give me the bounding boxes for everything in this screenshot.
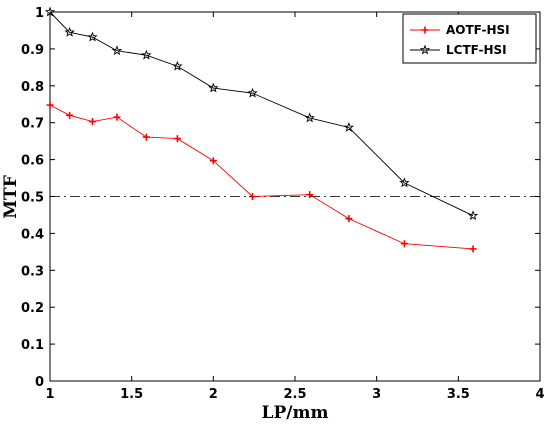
legend-entry: LCTF-HSI: [410, 43, 507, 57]
series-group: [44, 6, 479, 253]
x-tick-label: 1: [45, 387, 54, 402]
data-point: [419, 44, 431, 55]
y-tick-label: 0: [35, 375, 44, 390]
y-tick-label: 0.4: [21, 227, 44, 242]
legend: AOTF-HSI LCTF-HSI: [402, 13, 537, 64]
x-tick-label: 3: [372, 387, 381, 402]
y-tick-label: 0.8: [21, 80, 44, 95]
data-point: [399, 177, 410, 188]
data-point: [343, 122, 355, 132]
x-tick-label: 1.5: [120, 387, 143, 402]
data-point: [88, 118, 96, 126]
x-tick-label: 4: [535, 387, 544, 402]
data-point: [46, 101, 54, 109]
data-point: [111, 45, 123, 56]
data-point: [306, 191, 314, 199]
series-lctf-hsi: [44, 6, 479, 221]
data-point: [469, 245, 477, 253]
data-point: [172, 60, 183, 71]
data-point: [467, 210, 479, 221]
data-point: [142, 133, 150, 141]
data-point: [87, 31, 98, 42]
series-aotf-hsi: [46, 101, 477, 253]
y-tick-label: 0.2: [21, 301, 44, 316]
data-point: [66, 111, 74, 119]
y-tick-label: 0.7: [21, 117, 44, 132]
data-point: [304, 112, 315, 123]
data-point: [345, 215, 353, 223]
x-tick-label: 2: [209, 387, 218, 402]
y-tick-label: 1: [35, 6, 44, 21]
x-tick-label: 3.5: [447, 387, 470, 402]
data-point: [208, 82, 219, 93]
y-axis-title: MTF: [1, 175, 21, 219]
data-point: [113, 113, 121, 121]
data-point: [64, 26, 75, 37]
y-axis-ticks: 0 0.1 0.2 0.3 0.4 0.5 0.6 0.7 0.8 0.9 1: [21, 6, 540, 390]
y-tick-label: 0.3: [21, 264, 44, 279]
legend-box: [402, 13, 537, 64]
y-tick-label: 0.1: [21, 338, 44, 353]
x-axis-ticks: 1 1.5 2 2.5 3 3.5 4: [45, 12, 545, 402]
legend-entry: AOTF-HSI: [410, 23, 510, 37]
legend-label: LCTF-HSI: [446, 43, 507, 57]
legend-label: AOTF-HSI: [446, 23, 510, 37]
data-point: [400, 240, 408, 248]
y-tick-label: 0.9: [21, 43, 44, 58]
x-axis-title: LP/mm: [262, 403, 329, 423]
data-point: [247, 87, 258, 98]
data-point: [209, 157, 217, 165]
data-point: [173, 135, 181, 143]
data-point: [249, 193, 257, 200]
data-point: [141, 49, 152, 60]
data-point: [421, 26, 429, 34]
y-tick-label: 0.6: [21, 154, 44, 169]
y-tick-label: 0.5: [21, 191, 44, 206]
series-line: [49, 104, 474, 250]
x-tick-label: 2.5: [283, 387, 306, 402]
